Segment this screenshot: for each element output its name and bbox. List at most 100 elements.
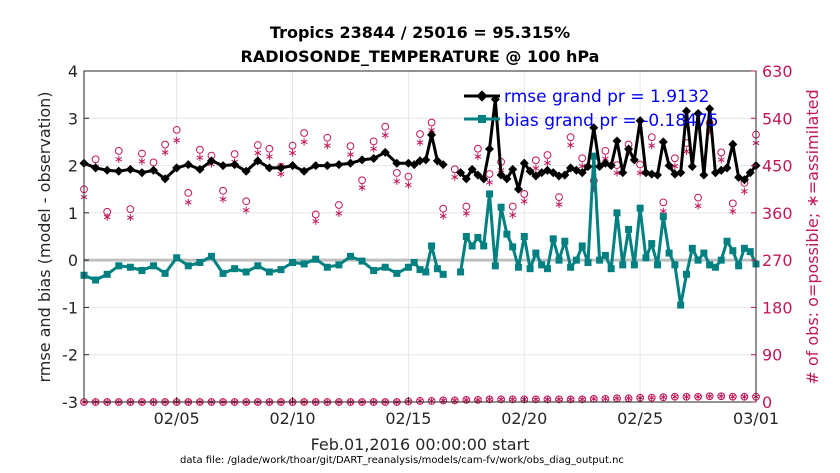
x-tick-label: 02/20 <box>501 409 547 428</box>
obs-possible-marker <box>172 125 181 134</box>
obs-assimilated-marker <box>358 184 366 192</box>
bias-marker <box>596 256 604 264</box>
bias-marker <box>654 261 662 269</box>
rmse-marker <box>722 163 732 173</box>
obs-possible-marker <box>462 202 471 211</box>
obs-assimilated-marker <box>323 142 331 150</box>
obs-possible-marker <box>694 193 702 202</box>
obs-assimilated-low-marker <box>717 392 725 400</box>
bias-marker <box>150 262 158 270</box>
legend-bias-label: bias grand pr = -0.18475 <box>504 111 719 131</box>
x-tick-label: 02/15 <box>385 409 431 428</box>
bias-marker <box>578 242 586 250</box>
obs-possible-marker <box>126 205 135 214</box>
y-tick-label: 3 <box>68 109 78 128</box>
bias-marker <box>572 256 580 264</box>
y2-tick-label: 630 <box>762 62 793 81</box>
bias-marker <box>480 242 488 250</box>
bias-marker <box>607 265 615 273</box>
rmse-marker <box>183 160 193 170</box>
x-tick-label: 03/01 <box>733 409 779 428</box>
bias-marker <box>659 213 667 221</box>
rmse-marker <box>687 161 697 172</box>
rmse-marker <box>311 161 321 171</box>
data-file-footnote: data file: /glade/work/thoar/git/DART_re… <box>180 455 624 466</box>
bias-marker <box>289 259 297 267</box>
bias-marker <box>619 261 627 269</box>
rmse-marker <box>137 168 147 178</box>
obs-assimilated-marker <box>115 155 123 163</box>
bias-marker <box>526 265 534 273</box>
bias-marker <box>370 267 378 275</box>
rmse-marker <box>241 166 251 176</box>
bias-marker <box>567 263 575 271</box>
obs-possible-marker <box>114 146 123 155</box>
bias-marker <box>393 269 401 277</box>
bias-marker <box>723 237 731 245</box>
chart-subtitle: RADIOSONDE_TEMPERATURE @ 100 hPa <box>241 47 600 66</box>
bias-marker <box>509 243 517 251</box>
rmse-marker <box>114 166 124 176</box>
ticks-layer: 02/05 02/10 02/15 02/20 02/25 03/01 -3 -2 -1 0 1 2 3… <box>62 62 793 428</box>
rmse-marker <box>728 139 738 149</box>
obs-assimilated-low-marker <box>659 393 667 401</box>
bias-marker <box>242 268 250 276</box>
rmse-marker <box>560 170 570 180</box>
bias-marker <box>231 265 239 273</box>
bias-marker <box>381 263 389 271</box>
obs-assimilated-marker <box>184 198 192 206</box>
bias-marker <box>642 254 650 262</box>
y2-tick-label: 180 <box>762 298 793 317</box>
rmse-marker <box>102 165 112 175</box>
rmse-marker <box>484 144 495 154</box>
obs-assimilated-marker <box>196 154 204 162</box>
bias-marker <box>173 254 181 262</box>
y2-tick-label: 540 <box>762 109 793 128</box>
obs-assimilated-marker <box>613 169 621 177</box>
y-tick-label: -3 <box>62 393 78 412</box>
obs-assimilated-marker <box>741 187 748 195</box>
obs-assimilated-marker <box>393 177 401 185</box>
y2-tick-label: 450 <box>762 157 793 176</box>
bias-marker <box>277 266 285 274</box>
obs-assimilated-marker <box>289 149 296 157</box>
obs-assimilated-marker <box>462 209 470 217</box>
obs-assimilated-marker <box>219 195 227 203</box>
obs-possible-marker <box>427 118 436 127</box>
bias-marker <box>491 262 499 270</box>
obs-assimilated-marker <box>335 209 343 217</box>
bias-marker <box>532 249 540 257</box>
y-tick-label: 1 <box>68 204 78 223</box>
obs-possible-marker <box>138 149 146 158</box>
bias-marker <box>323 263 331 271</box>
series-layer <box>79 94 761 309</box>
obs-assimilated-marker <box>242 206 250 214</box>
rmse-marker <box>618 168 628 178</box>
obs-possible-marker <box>474 144 482 153</box>
y2-axis-label: # of obs: o=possible; ∗=assimilated <box>803 89 822 384</box>
bias-marker <box>196 259 204 267</box>
obs-possible-marker <box>265 144 274 153</box>
bias-marker <box>312 255 320 263</box>
obs-assimilated-marker <box>138 157 146 165</box>
obs-possible-marker <box>566 133 575 142</box>
obs-possible-marker <box>543 151 552 159</box>
bias-marker <box>474 233 482 241</box>
obs-assimilated-marker <box>520 197 528 205</box>
obs-possible-marker <box>91 155 100 164</box>
bias-marker <box>735 262 743 270</box>
obs-assimilated-low-marker <box>590 395 598 403</box>
bias-marker <box>648 240 656 248</box>
obs-assimilated-marker <box>451 173 459 181</box>
legend-bias-marker <box>478 115 486 123</box>
x-tick-label: 02/05 <box>154 409 200 428</box>
rmse-marker <box>745 168 755 178</box>
obs-possible-marker <box>647 133 656 142</box>
obs-assimilated-low-marker <box>625 394 632 402</box>
bias-marker <box>184 262 192 270</box>
rmse-marker <box>357 155 367 165</box>
bias-marker <box>335 261 343 269</box>
bias-marker <box>416 266 424 274</box>
obs-possible-marker <box>717 148 726 157</box>
obs-possible-marker <box>346 142 355 151</box>
